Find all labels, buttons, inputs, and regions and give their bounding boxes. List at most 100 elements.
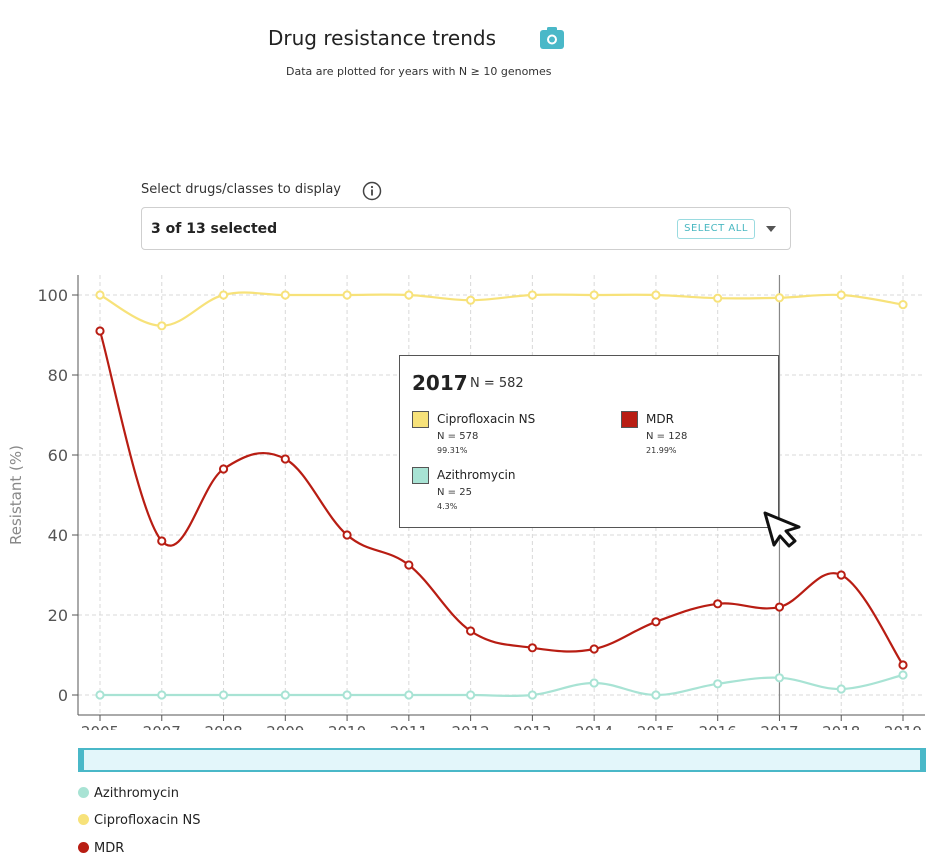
legend-label: Ciprofloxacin NS (94, 813, 201, 828)
drug-select-dropdown[interactable]: 3 of 13 selected SELECT ALL (141, 207, 791, 250)
data-point-ciprofloxacin (651, 290, 661, 300)
y-tick-label: 60 (48, 446, 68, 465)
x-tick-label: 2007 (143, 723, 181, 730)
x-tick-label: 2005 (81, 723, 119, 730)
data-point-azithromycin (280, 690, 290, 700)
tooltip-swatch (412, 467, 429, 484)
mouse-pointer-icon (763, 511, 801, 548)
tooltip-entry-count: N = 128 (646, 431, 688, 442)
data-point-azithromycin (713, 679, 723, 689)
data-point-azithromycin (589, 678, 599, 688)
tooltip-entry-pct: 99.31% (437, 446, 468, 455)
legend-item-mdr[interactable]: MDR (78, 841, 124, 857)
data-point-azithromycin (95, 690, 105, 700)
select-label: Select drugs/classes to display (141, 182, 341, 197)
chart-title: Drug resistance trends (268, 26, 496, 50)
data-point-azithromycin (774, 673, 785, 683)
data-point-mdr (404, 560, 414, 570)
x-tick-label: 2013 (513, 723, 551, 730)
x-tick-label: 2018 (822, 723, 860, 730)
brush-handle-right[interactable] (920, 748, 926, 772)
line-chart: 0 20 40 60 80 100 2005 2007 2008 2009 2010 2011 2012… (7, 275, 925, 730)
tooltip-entry-count: N = 25 (437, 487, 472, 498)
x-tick-label: 2015 (637, 723, 675, 730)
selected-count: 3 of 13 selected (151, 221, 278, 237)
year-tooltip: 2017 N = 582 Ciprofloxacin NS N = 578 99… (399, 355, 779, 528)
x-tick-label: 2019 (884, 723, 922, 730)
data-point-ciprofloxacin (527, 290, 537, 300)
data-point-mdr (713, 599, 723, 609)
data-point-mdr (466, 626, 476, 636)
series-layer (95, 290, 908, 700)
legend-item-azithromycin[interactable]: Azithromycin (78, 786, 179, 802)
data-point-mdr (95, 326, 105, 336)
data-point-mdr (651, 617, 661, 627)
data-point-azithromycin (157, 690, 167, 700)
x-tick-label: 2009 (266, 723, 304, 730)
camera-icon[interactable] (540, 27, 564, 49)
tooltip-year: 2017 (412, 371, 468, 395)
data-point-ciprofloxacin (404, 290, 414, 300)
y-tick-label: 40 (48, 526, 68, 545)
data-point-ciprofloxacin (157, 321, 167, 331)
data-point-ciprofloxacin (342, 290, 352, 300)
legend-label: Azithromycin (94, 786, 180, 801)
data-point-mdr (157, 536, 167, 546)
legend-dot-ciprofloxacin (78, 814, 89, 825)
tooltip-entry-pct: 4.3% (437, 502, 458, 511)
tooltip-total: N = 582 (470, 376, 524, 391)
range-brush[interactable] (78, 748, 926, 772)
chart-subtitle: Data are plotted for years with N ≥ 10 g… (286, 65, 552, 78)
tooltip-entry-name: Azithromycin (437, 468, 516, 482)
data-point-ciprofloxacin (95, 290, 105, 300)
x-tick-label: 2011 (390, 723, 428, 730)
y-tick-label: 20 (48, 606, 68, 625)
data-point-ciprofloxacin (713, 293, 723, 303)
select-all-button[interactable]: SELECT ALL (677, 219, 755, 239)
tooltip-entry-name: Ciprofloxacin NS (437, 412, 536, 426)
data-point-ciprofloxacin (466, 295, 476, 305)
x-tick-label: 2014 (575, 723, 613, 730)
tooltip-entry-name: MDR (646, 412, 674, 426)
data-point-mdr (774, 602, 785, 612)
data-point-azithromycin (466, 690, 476, 700)
data-point-azithromycin (651, 690, 661, 700)
data-point-ciprofloxacin (836, 290, 846, 300)
tooltip-swatch (621, 411, 638, 428)
y-tick-label: 80 (48, 366, 68, 385)
x-tick-label: 2016 (699, 723, 737, 730)
data-point-azithromycin (218, 690, 229, 700)
x-tick-label: 2010 (328, 723, 366, 730)
info-icon[interactable] (362, 181, 382, 201)
legend-item-ciprofloxacin[interactable]: Ciprofloxacin NS (78, 813, 200, 829)
y-tick-label: 100 (37, 286, 68, 305)
x-tick-label: 2017 (760, 723, 798, 730)
data-point-azithromycin (404, 690, 414, 700)
chevron-down-icon[interactable] (766, 226, 776, 232)
data-point-azithromycin (342, 690, 352, 700)
data-point-azithromycin (898, 670, 908, 680)
x-tick-label: 2012 (452, 723, 490, 730)
brush-handle-left[interactable] (78, 748, 84, 772)
tooltip-entry-pct: 21.99% (646, 446, 677, 455)
data-point-mdr (218, 464, 229, 474)
data-point-azithromycin (836, 684, 846, 694)
data-point-ciprofloxacin (774, 293, 785, 303)
data-point-mdr (898, 660, 908, 670)
axes-layer: 0 20 40 60 80 100 2005 2007 2008 2009 2010 2011 2012… (7, 275, 925, 730)
y-axis-label: Resistant (%) (7, 445, 25, 545)
legend-dot-azithromycin (78, 787, 89, 798)
data-point-mdr (836, 570, 846, 580)
data-point-mdr (342, 530, 352, 540)
data-point-ciprofloxacin (280, 290, 290, 300)
data-point-ciprofloxacin (218, 290, 229, 300)
data-point-mdr (589, 644, 599, 654)
y-tick-label: 0 (58, 686, 68, 705)
tooltip-swatch (412, 411, 429, 428)
data-point-mdr (280, 454, 290, 464)
legend-label: MDR (94, 841, 125, 856)
data-point-ciprofloxacin (589, 290, 599, 300)
legend-dot-mdr (78, 842, 89, 853)
data-point-azithromycin (527, 690, 537, 700)
data-point-ciprofloxacin (898, 299, 908, 310)
